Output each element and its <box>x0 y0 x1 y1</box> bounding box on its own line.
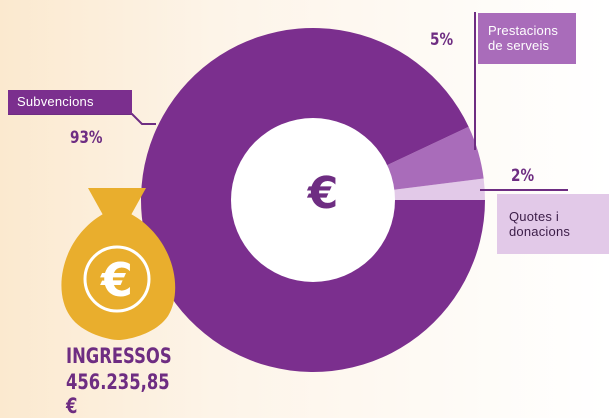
value-label-prestacions: 5% <box>430 30 454 50</box>
label-prestacions-line2: de serveis <box>488 38 550 53</box>
donut-chart: € <box>8 12 568 373</box>
center-euro-symbol: € <box>307 168 339 219</box>
total-title: INGRESSOS <box>66 344 172 368</box>
total-value: 456.235,85 € <box>66 370 170 418</box>
value-label-subvencions: 93% <box>70 128 103 148</box>
value-label-quotes: 2% <box>511 166 535 186</box>
label-quotes-line2: donacions <box>509 224 571 239</box>
label-prestacions-line1: Prestacions <box>488 23 559 38</box>
money-bag-icon: € <box>61 188 176 340</box>
label-prestacions: Prestacions de serveis <box>478 13 576 64</box>
label-quotes-line1: Quotes i <box>509 209 560 224</box>
donut-hole <box>231 118 395 282</box>
label-quotes: Quotes i donacions <box>497 194 609 254</box>
money-bag-symbol: € <box>100 253 133 307</box>
label-subvencions: Subvencions <box>8 90 132 114</box>
leader-line-subvencions <box>8 113 156 125</box>
label-subvencions-text: Subvencions <box>17 94 94 109</box>
